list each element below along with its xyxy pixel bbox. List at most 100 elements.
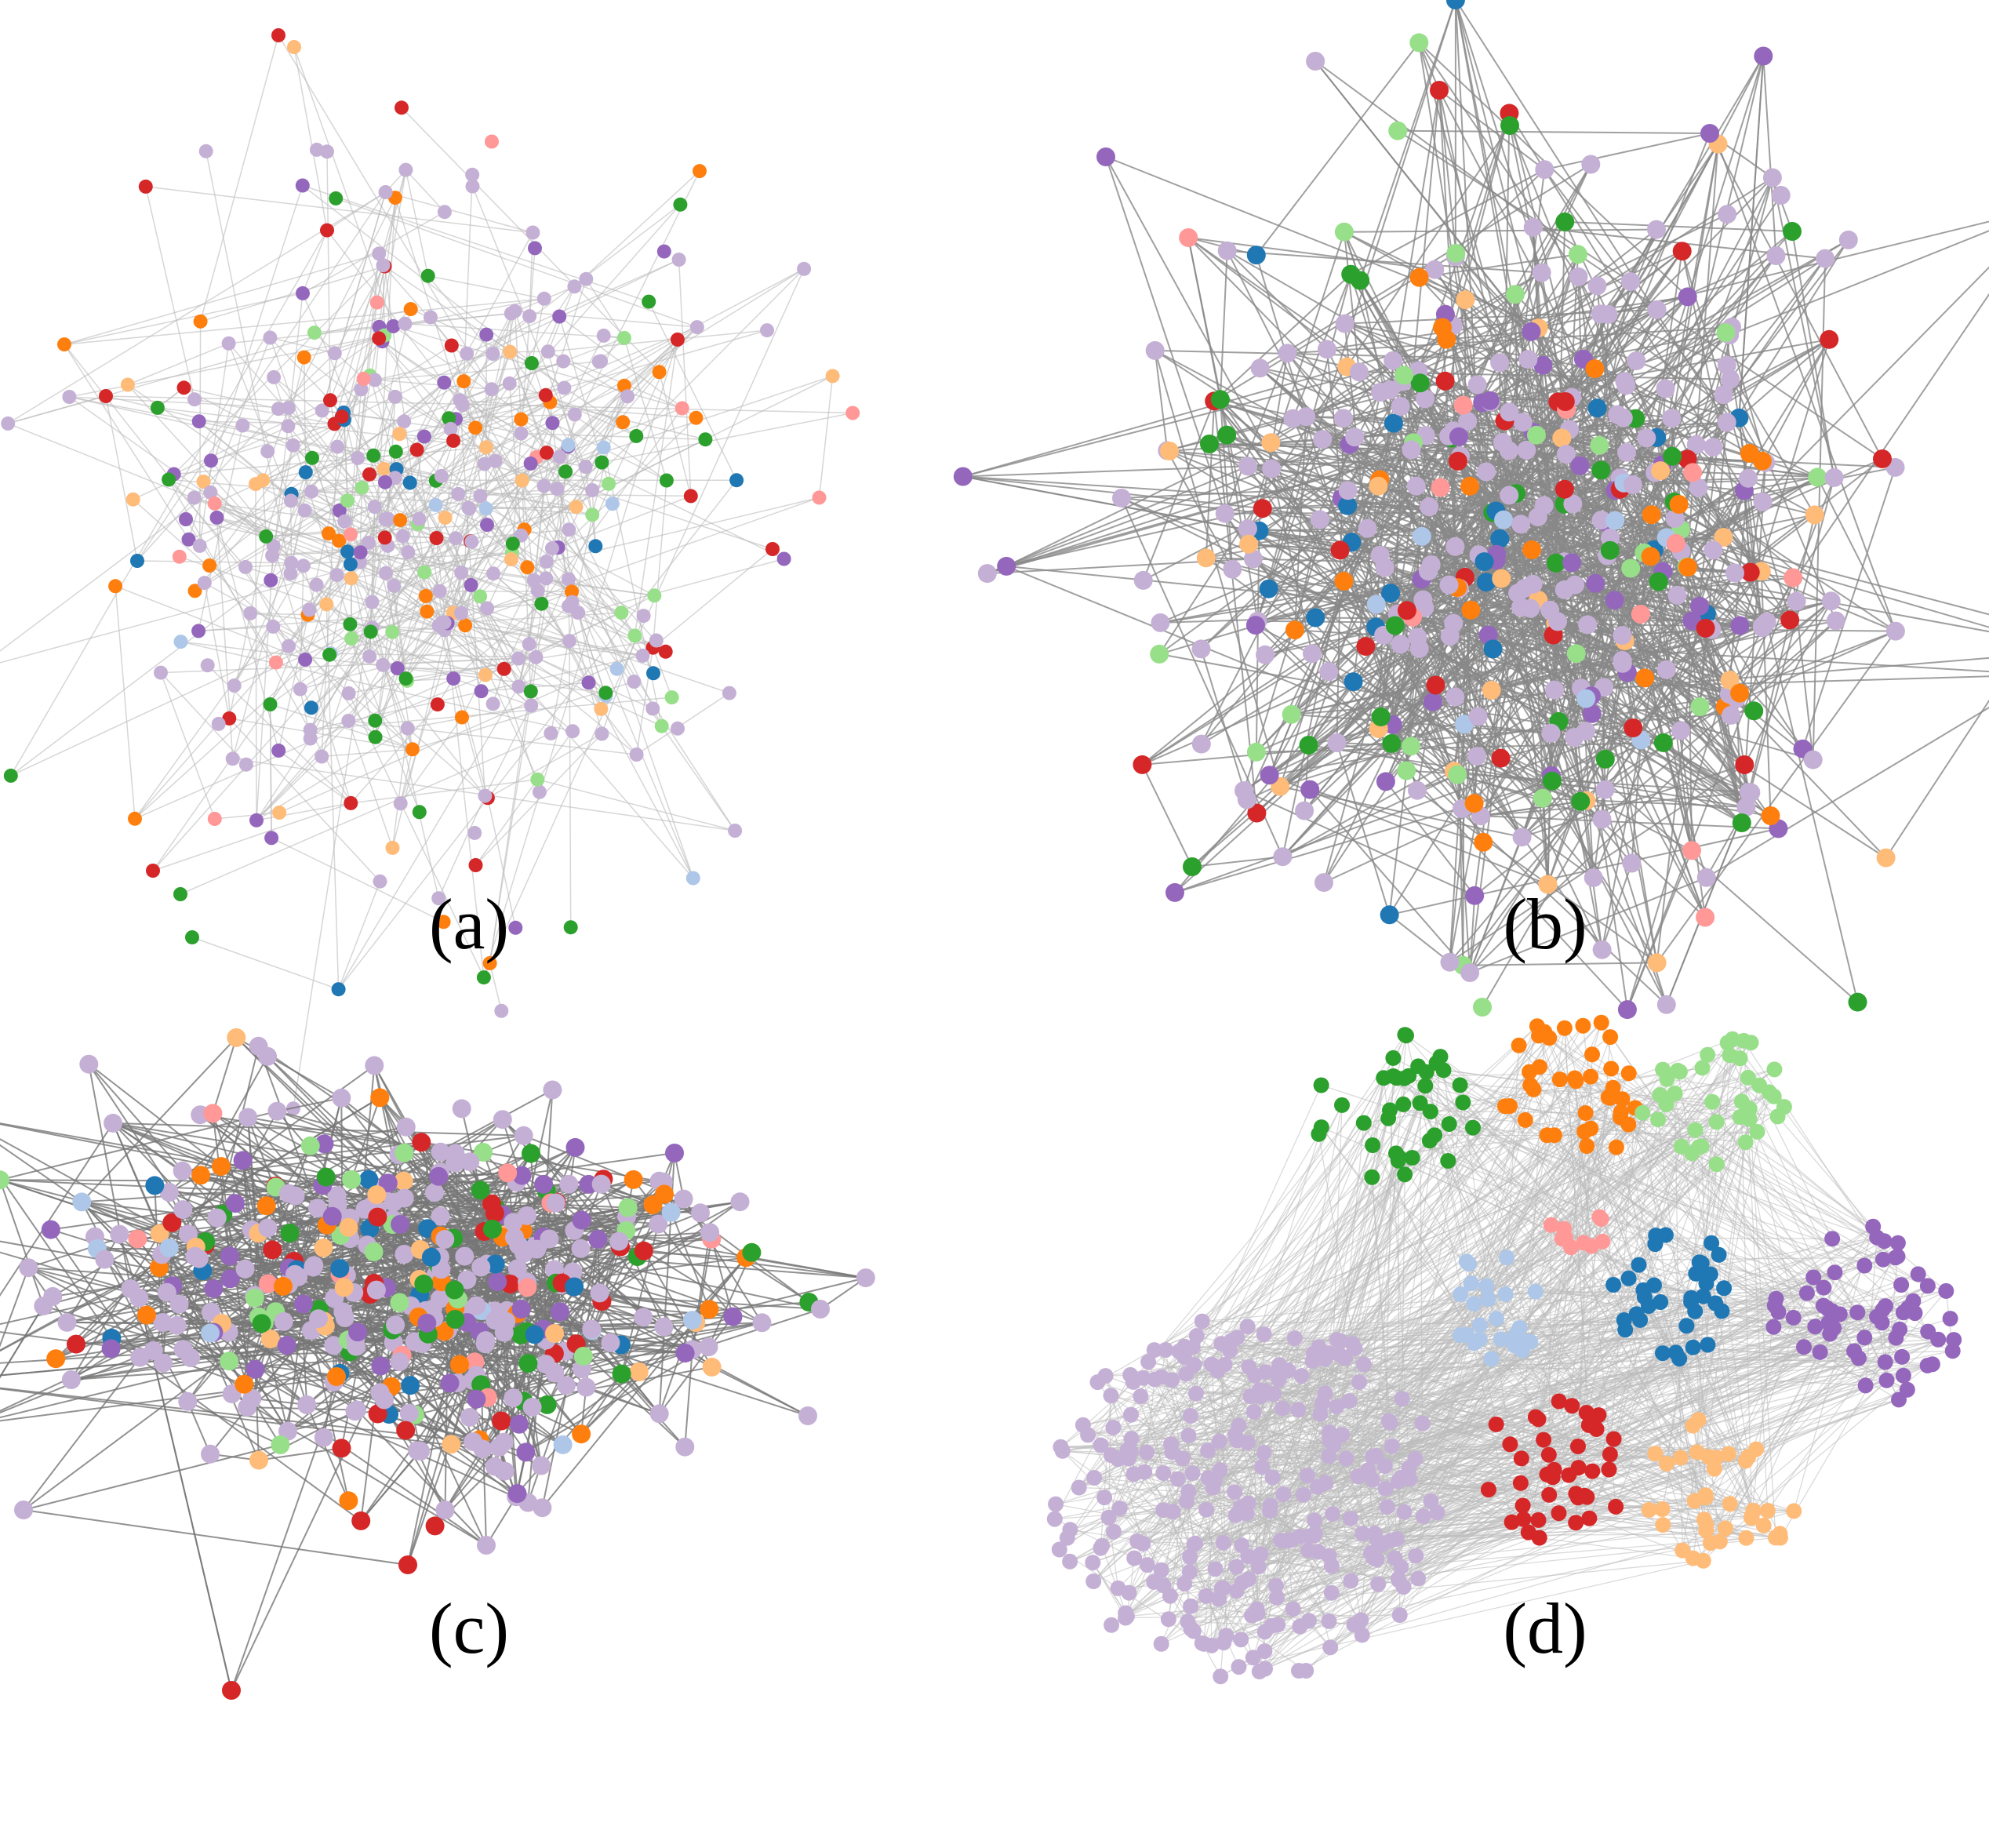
node (1319, 662, 1339, 682)
node (1582, 704, 1602, 723)
edge (403, 388, 492, 423)
edge (1706, 706, 1989, 879)
edge (1563, 314, 1602, 504)
node (465, 167, 480, 182)
node (471, 1257, 491, 1277)
edge (1729, 693, 1887, 859)
node (296, 558, 311, 573)
node (437, 205, 452, 220)
node (1440, 952, 1460, 972)
edge (1105, 156, 1226, 514)
edge (652, 647, 673, 698)
node (546, 1193, 565, 1213)
node (293, 682, 307, 697)
node (1494, 510, 1514, 529)
node (1310, 510, 1329, 529)
node (203, 485, 218, 500)
node (516, 1442, 536, 1462)
node (187, 584, 202, 598)
node (1637, 428, 1656, 448)
edge (115, 585, 306, 660)
node (1662, 409, 1682, 428)
node (511, 679, 526, 694)
node (563, 920, 578, 935)
node (364, 1242, 384, 1261)
edge (303, 446, 604, 566)
node (187, 392, 202, 407)
node (391, 1214, 410, 1234)
node (72, 1192, 92, 1212)
node (1513, 413, 1533, 432)
edge (1200, 649, 1248, 800)
node (309, 1309, 328, 1329)
node (616, 330, 631, 345)
node (432, 584, 447, 598)
edge (1253, 558, 1455, 772)
node (1569, 267, 1588, 286)
node (464, 534, 479, 549)
node (1565, 575, 1585, 595)
node (1617, 1000, 1637, 1020)
node (300, 1136, 320, 1155)
node (579, 271, 594, 286)
edge (1583, 358, 1676, 519)
node (565, 584, 579, 599)
node (366, 448, 381, 463)
node (395, 529, 410, 544)
node (1555, 392, 1575, 411)
node (330, 439, 345, 454)
graph-a (0, 28, 860, 1116)
edge (64, 293, 304, 345)
edge (337, 881, 381, 990)
node (507, 1484, 527, 1504)
node (1096, 147, 1115, 166)
edge (1323, 743, 1393, 883)
edge (1438, 89, 1457, 254)
node (467, 1389, 486, 1409)
edge (1410, 745, 1594, 879)
edge (1455, 169, 1545, 258)
node (455, 1246, 475, 1266)
node (429, 531, 444, 545)
node (1739, 468, 1758, 488)
node (203, 1104, 223, 1123)
edge (1191, 856, 1283, 868)
edge (347, 664, 384, 722)
edge (1405, 300, 1467, 611)
node (1718, 205, 1737, 224)
node (353, 545, 368, 560)
node (1600, 540, 1620, 560)
node (309, 577, 324, 592)
node (1338, 481, 1358, 500)
edge (658, 372, 692, 497)
node (553, 1435, 573, 1454)
node (596, 440, 611, 455)
node (612, 1364, 631, 1384)
node (594, 354, 609, 369)
node (238, 757, 253, 772)
edge (1205, 401, 1216, 558)
node (1541, 723, 1561, 743)
node (198, 144, 213, 158)
edge (228, 613, 251, 719)
node (1278, 344, 1297, 363)
edge (512, 543, 644, 617)
edge (518, 657, 638, 755)
edge (302, 184, 565, 389)
node (627, 675, 642, 689)
node (302, 602, 317, 617)
edge (399, 375, 833, 521)
node (264, 573, 278, 588)
node (1448, 765, 1467, 784)
node (1740, 443, 1759, 463)
node (1566, 644, 1586, 664)
edge (23, 1356, 141, 1511)
node (1380, 380, 1399, 400)
node (480, 518, 494, 533)
edge (269, 336, 331, 401)
edge (621, 1308, 821, 1375)
edge (1227, 249, 1542, 274)
node (445, 1280, 464, 1300)
edge (395, 382, 445, 478)
edge (541, 1344, 577, 1508)
